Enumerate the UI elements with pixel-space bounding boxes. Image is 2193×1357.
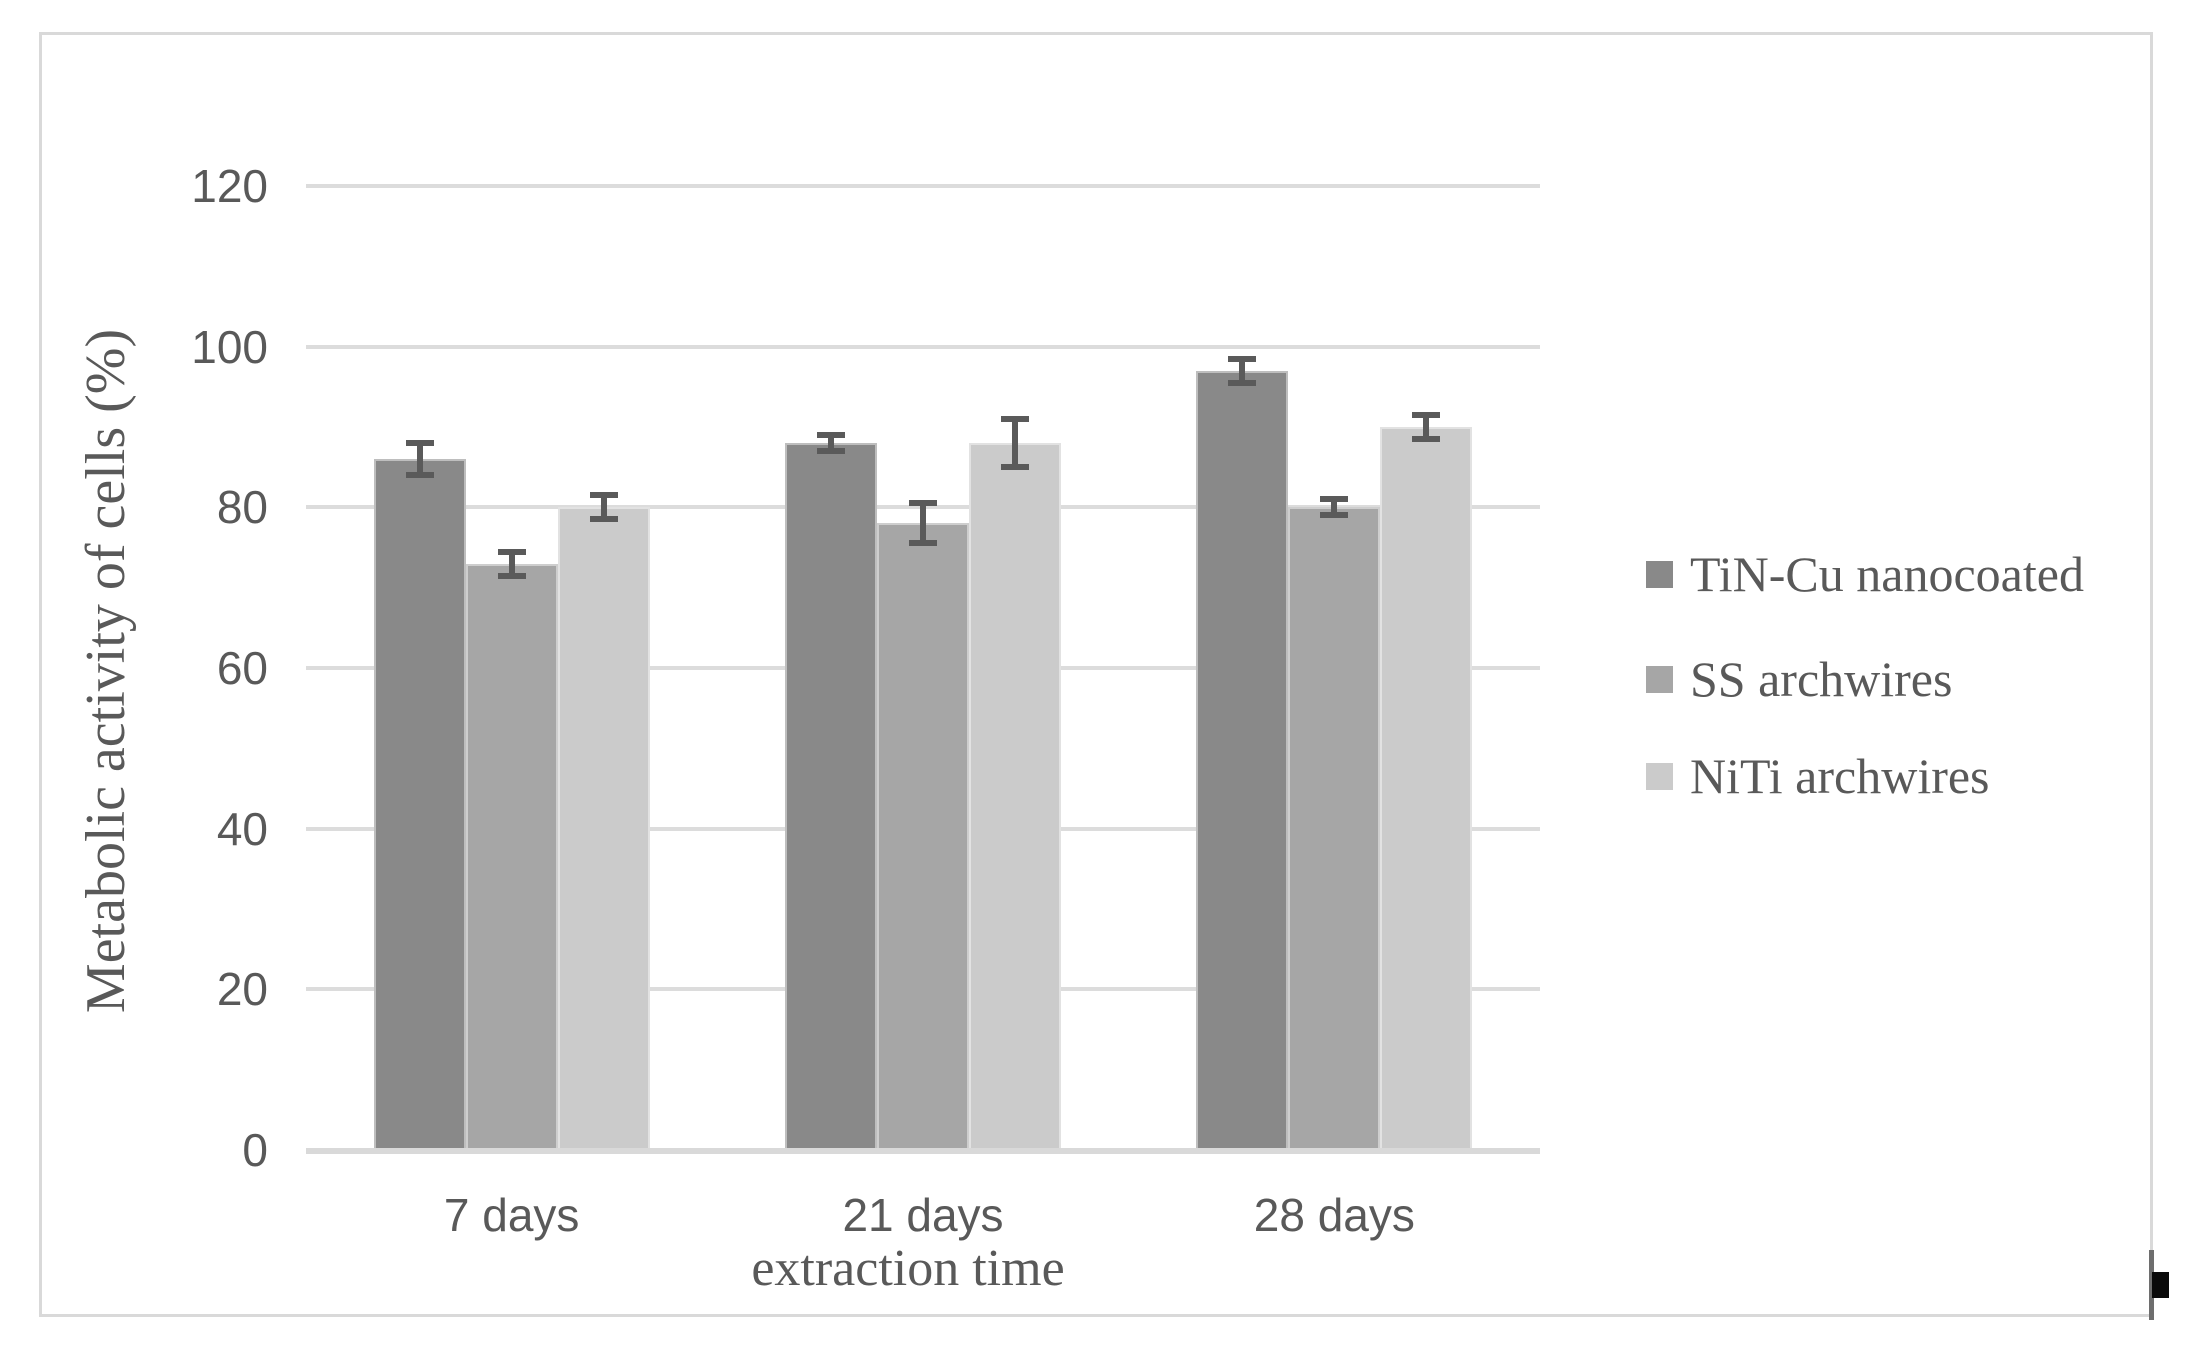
y-tick-label: 40: [216, 802, 268, 855]
plot-area: 0 20 40 60 80 100 120 7 days 21 days 28 days: [42, 35, 2150, 1314]
error-bar-stem: [1239, 358, 1246, 383]
cursor-artifact-line: [2149, 1250, 2154, 1320]
error-bar-cap-bottom: [1320, 512, 1349, 519]
error-bar-stem: [1331, 499, 1338, 516]
error-bar-cap-top: [405, 440, 434, 447]
y-tick-label: 20: [216, 963, 268, 1016]
error-bar-stem: [1423, 414, 1430, 440]
y-tick-label: 60: [216, 642, 268, 694]
bar-tin-cu-nanocoated: [1196, 370, 1289, 1150]
x-category-label: 28 days: [1253, 1189, 1415, 1241]
error-bar-cap-bottom: [497, 572, 526, 579]
bar-niti-archwires: [969, 443, 1061, 1150]
error-bar-cap-top: [497, 548, 526, 555]
legend-swatch-niti: [1646, 762, 1673, 790]
error-bar-cap-bottom: [1228, 379, 1257, 386]
error-bar-cap-bottom: [817, 448, 845, 455]
error-bar-stem: [416, 443, 423, 476]
error-bar-cap-top: [1412, 411, 1441, 418]
error-bar-cap-bottom: [1001, 464, 1029, 471]
y-tick-label: 80: [216, 481, 268, 534]
error-bar-stem: [828, 435, 834, 452]
bar-tin-cu-nanocoated: [785, 443, 877, 1150]
error-bar-cap-bottom: [405, 472, 434, 479]
error-bar-cap-top: [909, 500, 937, 507]
y-gridline: [306, 344, 1540, 349]
bar-tin-cu-nanocoated: [373, 459, 466, 1150]
chart-frame[interactable]: 0 20 40 60 80 100 120 7 days 21 days 28 days Meta…: [39, 32, 2153, 1317]
x-axis-baseline: [306, 1148, 1540, 1154]
y-tick-label: 100: [191, 320, 268, 373]
error-bar-cap-bottom: [909, 540, 937, 547]
error-bar-cap-top: [589, 492, 618, 499]
bar-niti-archwires: [557, 507, 650, 1150]
bar-niti-archwires: [1380, 427, 1473, 1150]
legend-label: SS archwires: [1690, 651, 1953, 707]
error-bar-cap-top: [817, 432, 845, 439]
error-bar-cap-top: [1001, 415, 1029, 422]
error-bar-stem: [600, 495, 607, 520]
y-gridline: [306, 184, 1540, 188]
error-bar-stem: [508, 551, 515, 576]
legend-label: NiTi archwires: [1690, 748, 1990, 804]
x-category-label: 21 days: [842, 1189, 1004, 1241]
bar-ss-archwires: [877, 523, 969, 1150]
error-bar-cap-top: [1320, 496, 1349, 503]
error-bar-stem: [920, 503, 926, 544]
legend-swatch-ss: [1646, 665, 1673, 693]
legend-label: TiN-Cu nanocoated: [1690, 546, 2084, 602]
bar-ss-archwires: [1288, 507, 1381, 1150]
x-axis-title: extraction time: [751, 1240, 1065, 1297]
bar-ss-archwires: [465, 563, 558, 1150]
cursor-artifact-block: [2152, 1272, 2169, 1298]
legend-swatch-tin-cu: [1646, 560, 1673, 588]
legend-item: NiTi archwires: [1646, 748, 1990, 804]
error-bar-cap-bottom: [589, 516, 618, 523]
error-bar-cap-top: [1228, 355, 1257, 362]
x-category-label: 7 days: [443, 1189, 580, 1241]
error-bar-cap-bottom: [1412, 436, 1441, 443]
legend-item: TiN-Cu nanocoated: [1646, 546, 2084, 602]
y-tick-label: 120: [191, 160, 268, 212]
y-tick-label: 0: [242, 1124, 268, 1176]
error-bar-stem: [1012, 418, 1018, 468]
legend-item: SS archwires: [1646, 651, 1952, 707]
